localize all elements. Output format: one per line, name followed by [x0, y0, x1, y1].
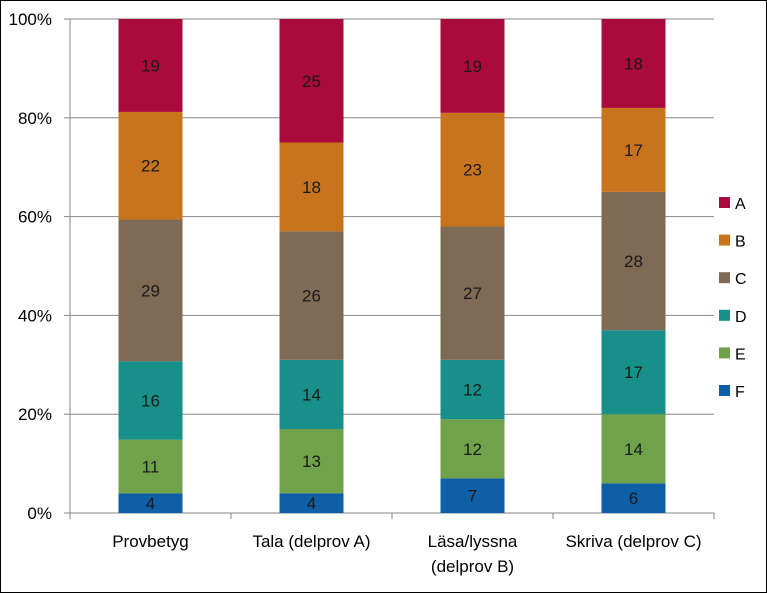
- data-label: 16: [141, 392, 160, 411]
- legend-label: A: [735, 196, 746, 213]
- data-label: 4: [146, 494, 155, 513]
- data-label: 26: [302, 287, 321, 306]
- data-label: 18: [302, 178, 321, 197]
- data-label: 27: [463, 284, 482, 303]
- bar-segment-b: [118, 111, 183, 220]
- legend-label: D: [735, 309, 747, 326]
- bar-segment-a: [118, 19, 183, 112]
- bar-segment-f: [118, 493, 183, 513]
- data-label: 18: [624, 54, 643, 73]
- bar-segment-f: [601, 483, 666, 513]
- data-label: 19: [463, 57, 482, 76]
- legend-swatch-e: [719, 347, 730, 359]
- legend-label: C: [735, 271, 747, 288]
- bar-segment-e: [440, 419, 505, 479]
- y-tick-label: 0%: [27, 504, 52, 523]
- data-label: 28: [624, 252, 643, 271]
- legend-label: B: [735, 234, 746, 251]
- data-label: 22: [141, 157, 160, 176]
- data-label: 12: [463, 440, 482, 459]
- data-label: 14: [624, 440, 643, 459]
- bar-segment-c: [601, 191, 666, 331]
- x-tick-label: Läsa/lyssna: [428, 532, 518, 551]
- bar-segment-d: [440, 359, 505, 420]
- data-label: 17: [624, 141, 643, 160]
- bar-segment-b: [601, 107, 666, 192]
- data-label: 6: [629, 489, 638, 508]
- legend-label: E: [735, 346, 746, 363]
- bar-segment-a: [279, 19, 344, 143]
- x-tick-label: Provbetyg: [112, 532, 189, 551]
- data-label: 14: [302, 385, 321, 404]
- bar-segment-e: [279, 429, 344, 494]
- bar-segment-c: [118, 219, 183, 362]
- bar-segment-a: [601, 19, 666, 108]
- y-tick-label: 40%: [18, 306, 52, 325]
- data-label: 17: [624, 363, 643, 382]
- legend-swatch-f: [719, 385, 730, 396]
- y-tick-label: 60%: [18, 208, 52, 227]
- y-tick-label: 20%: [18, 405, 52, 424]
- bar-segment-d: [279, 359, 344, 430]
- bar-segment-b: [440, 112, 505, 227]
- legend-swatch-d: [719, 309, 730, 321]
- bar-segment-f: [279, 493, 344, 513]
- legend-label: F: [735, 384, 745, 401]
- x-tick-label: Skriva (delprov C): [565, 532, 701, 551]
- data-label: 4: [307, 494, 316, 513]
- bar-segment-e: [601, 414, 666, 484]
- bar-segment-b: [279, 142, 344, 232]
- data-label: 25: [302, 72, 321, 91]
- y-tick-label: 100%: [9, 10, 52, 29]
- y-tick-label: 80%: [18, 109, 52, 128]
- bar-segment-c: [440, 226, 505, 360]
- data-label: 12: [463, 381, 482, 400]
- legend-swatch-c: [719, 272, 730, 284]
- data-label: 19: [141, 56, 160, 75]
- bar-segment-e: [118, 439, 183, 494]
- data-label: 13: [302, 452, 321, 471]
- bar-segment-c: [279, 231, 344, 360]
- data-label: 29: [141, 281, 160, 300]
- legend-swatch-a: [719, 197, 730, 208]
- bar-segment-d: [601, 330, 666, 415]
- data-label: 23: [463, 161, 482, 180]
- x-tick-label: (delprov B): [431, 557, 514, 576]
- legend-swatch-b: [719, 234, 730, 246]
- bar-segment-d: [118, 361, 183, 440]
- data-label: 7: [468, 487, 477, 506]
- data-label: 11: [142, 458, 160, 477]
- bar-segment-a: [440, 19, 505, 113]
- x-tick-label: Tala (delprov A): [252, 532, 370, 551]
- bar-segment-f: [440, 478, 505, 513]
